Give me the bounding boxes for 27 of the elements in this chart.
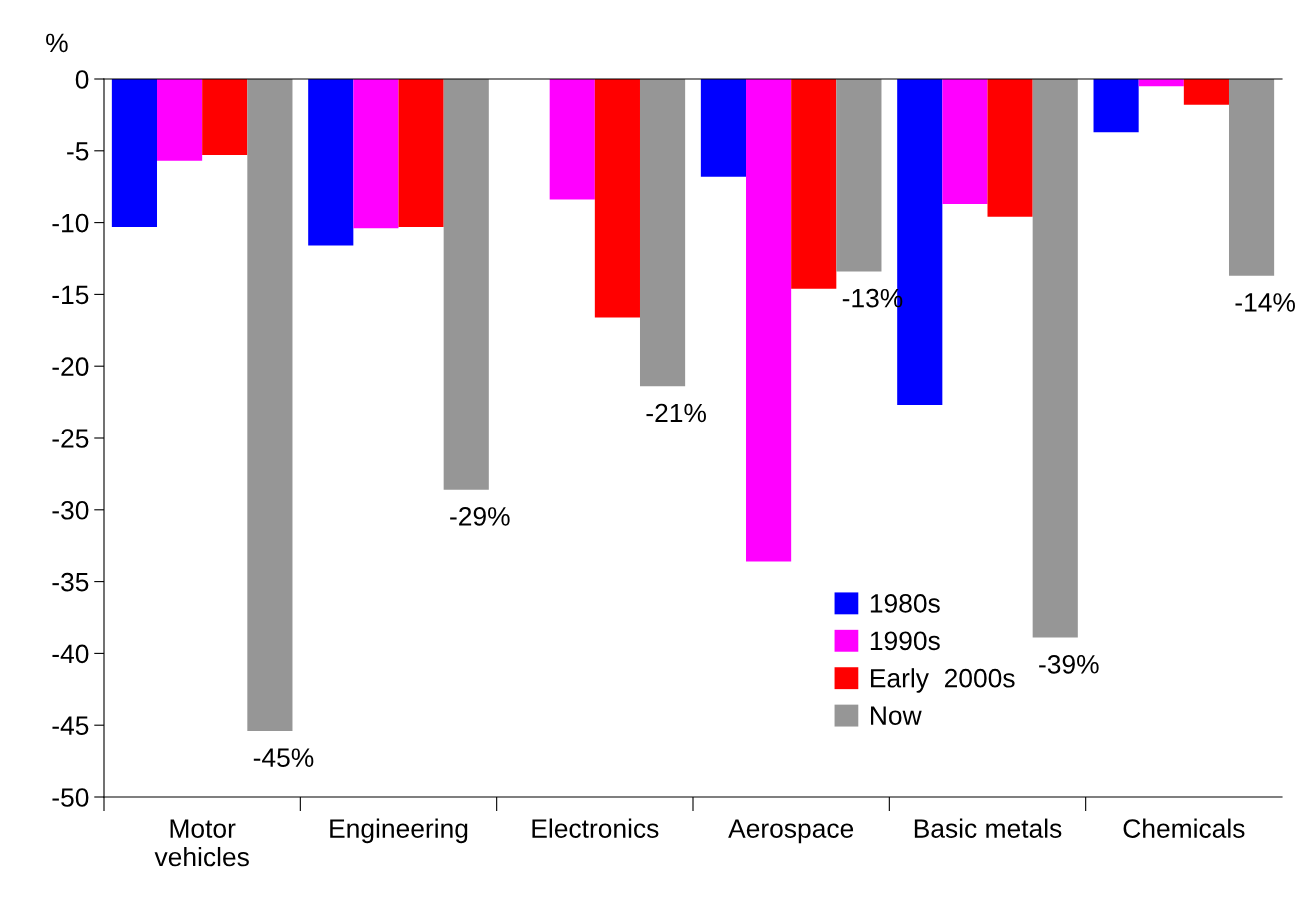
y-tick-label: -5 bbox=[67, 142, 89, 161]
x-tick-label: Aerospace bbox=[728, 819, 854, 844]
data-label: -14% bbox=[1235, 293, 1295, 312]
x-tick-label: Chemicals bbox=[1123, 818, 1245, 838]
y-tick-label: -25 bbox=[52, 429, 89, 448]
data-label: -29% bbox=[450, 507, 510, 526]
legend-label: Now bbox=[871, 706, 922, 725]
x-tick-label: Basic metals bbox=[914, 818, 1062, 838]
y-tick-label: -30 bbox=[52, 500, 89, 520]
x-tick-label: Engineering bbox=[330, 818, 468, 844]
legend-label: 1980s bbox=[870, 594, 940, 613]
y-tick-label: -40 bbox=[52, 644, 89, 664]
y-tick-label: -50 bbox=[52, 788, 89, 807]
y-tick-label: -20 bbox=[52, 357, 89, 377]
y-tick-label: -35 bbox=[52, 572, 89, 592]
data-label: -45% bbox=[253, 748, 314, 767]
y-tick-label: 0 bbox=[75, 70, 89, 89]
y-tick-label: -15 bbox=[52, 285, 89, 305]
x-tick-label: Electronics bbox=[532, 818, 659, 838]
legend-label: 1990s bbox=[870, 631, 940, 651]
x-tick-label: Motor vehicles bbox=[154, 819, 249, 867]
legend-label: Early 2000s bbox=[871, 668, 1015, 693]
y-tick-label: -10 bbox=[52, 213, 89, 233]
y-axis-title: % bbox=[46, 33, 68, 53]
y-tick-label: -45 bbox=[52, 716, 89, 736]
data-label: -39% bbox=[1039, 654, 1099, 674]
data-label: -21% bbox=[646, 403, 706, 423]
